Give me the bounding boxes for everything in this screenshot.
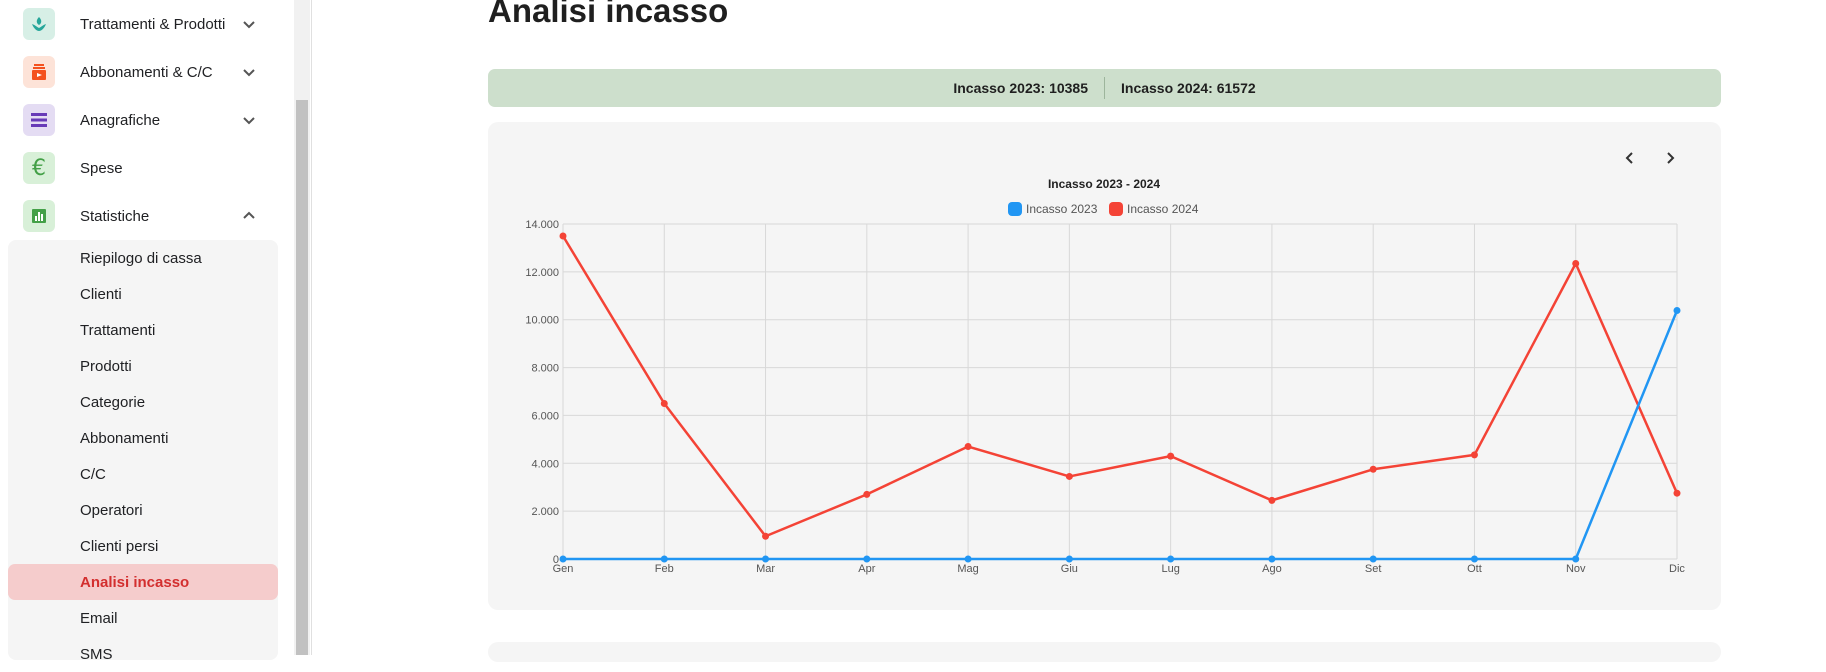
chevron-right-icon — [1667, 152, 1675, 164]
submenu-item-active[interactable]: Analisi incasso — [8, 564, 278, 600]
chart-card — [488, 122, 1721, 610]
divider — [311, 0, 312, 655]
list-icon — [23, 104, 55, 136]
summary-separator — [1104, 77, 1105, 99]
submenu-label: SMS — [80, 645, 113, 663]
submenu-label: Clienti persi — [80, 537, 159, 555]
euro-icon: € — [23, 152, 55, 184]
submenu-label: Operatori — [80, 501, 143, 519]
menu-statistiche[interactable]: Statistiche — [0, 192, 280, 240]
submenu-item[interactable]: C/C — [8, 456, 278, 492]
submenu-label: Clienti — [80, 285, 122, 303]
submenu-item[interactable]: Riepilogo di cassa — [8, 240, 278, 276]
chevron-down-icon[interactable] — [240, 63, 258, 81]
incasso-2023-total: Incasso 2023: 10385 — [953, 80, 1088, 96]
chevron-left-icon — [1625, 152, 1633, 164]
submenu-label: Prodotti — [80, 357, 132, 375]
subscription-icon — [23, 56, 55, 88]
submenu-label: Categorie — [80, 393, 146, 411]
secondary-card — [488, 642, 1721, 662]
chevron-down-icon[interactable] — [240, 111, 258, 129]
plant-icon — [23, 8, 55, 40]
menu-label: Spese — [80, 159, 123, 177]
submenu-label: Riepilogo di cassa — [80, 249, 202, 267]
sidebar-scrollbar-thumb[interactable] — [296, 100, 308, 655]
menu-anagrafiche[interactable]: Anagrafiche — [0, 96, 280, 144]
submenu-item[interactable]: Categorie — [8, 384, 278, 420]
menu-trattamenti-prodotti[interactable]: Trattamenti & Prodotti — [0, 0, 280, 48]
menu-label: Anagrafiche — [80, 111, 161, 129]
summary-bar: Incasso 2023: 10385 Incasso 2024: 61572 — [488, 69, 1721, 107]
submenu-item[interactable]: Operatori — [8, 492, 278, 528]
menu-label: Statistiche — [80, 207, 150, 225]
menu-label: Abbonamenti & C/C — [80, 63, 213, 81]
previous-button[interactable] — [1616, 144, 1644, 172]
sidebar: Trattamenti & Prodotti Abbonamenti & C/C… — [0, 0, 292, 663]
submenu-item[interactable]: Prodotti — [8, 348, 278, 384]
submenu-label: Email — [80, 609, 118, 627]
incasso-2024-total: Incasso 2024: 61572 — [1121, 80, 1256, 96]
menu-label: Trattamenti & Prodotti — [80, 15, 226, 33]
submenu-item[interactable]: Email — [8, 600, 278, 636]
submenu-item[interactable]: Clienti — [8, 276, 278, 312]
menu-abbonamenti-cc[interactable]: Abbonamenti & C/C — [0, 48, 280, 96]
submenu-label: Abbonamenti — [80, 429, 169, 447]
page-title: Analisi incasso — [488, 0, 729, 29]
submenu-label: Analisi incasso — [80, 573, 190, 591]
submenu-label: C/C — [80, 465, 106, 483]
submenu-label: Trattamenti — [80, 321, 156, 339]
next-button[interactable] — [1656, 144, 1684, 172]
submenu-item[interactable]: Trattamenti — [8, 312, 278, 348]
submenu-item[interactable]: Abbonamenti — [8, 420, 278, 456]
statistiche-submenu: Riepilogo di cassa Clienti Trattamenti P… — [8, 240, 278, 663]
chevron-up-icon[interactable] — [240, 207, 258, 225]
menu-spese[interactable]: € Spese — [0, 144, 280, 192]
chevron-down-icon[interactable] — [240, 15, 258, 33]
bar-chart-icon — [23, 200, 55, 232]
submenu-item[interactable]: Clienti persi — [8, 528, 278, 564]
submenu-item[interactable]: SMS — [8, 636, 278, 672]
